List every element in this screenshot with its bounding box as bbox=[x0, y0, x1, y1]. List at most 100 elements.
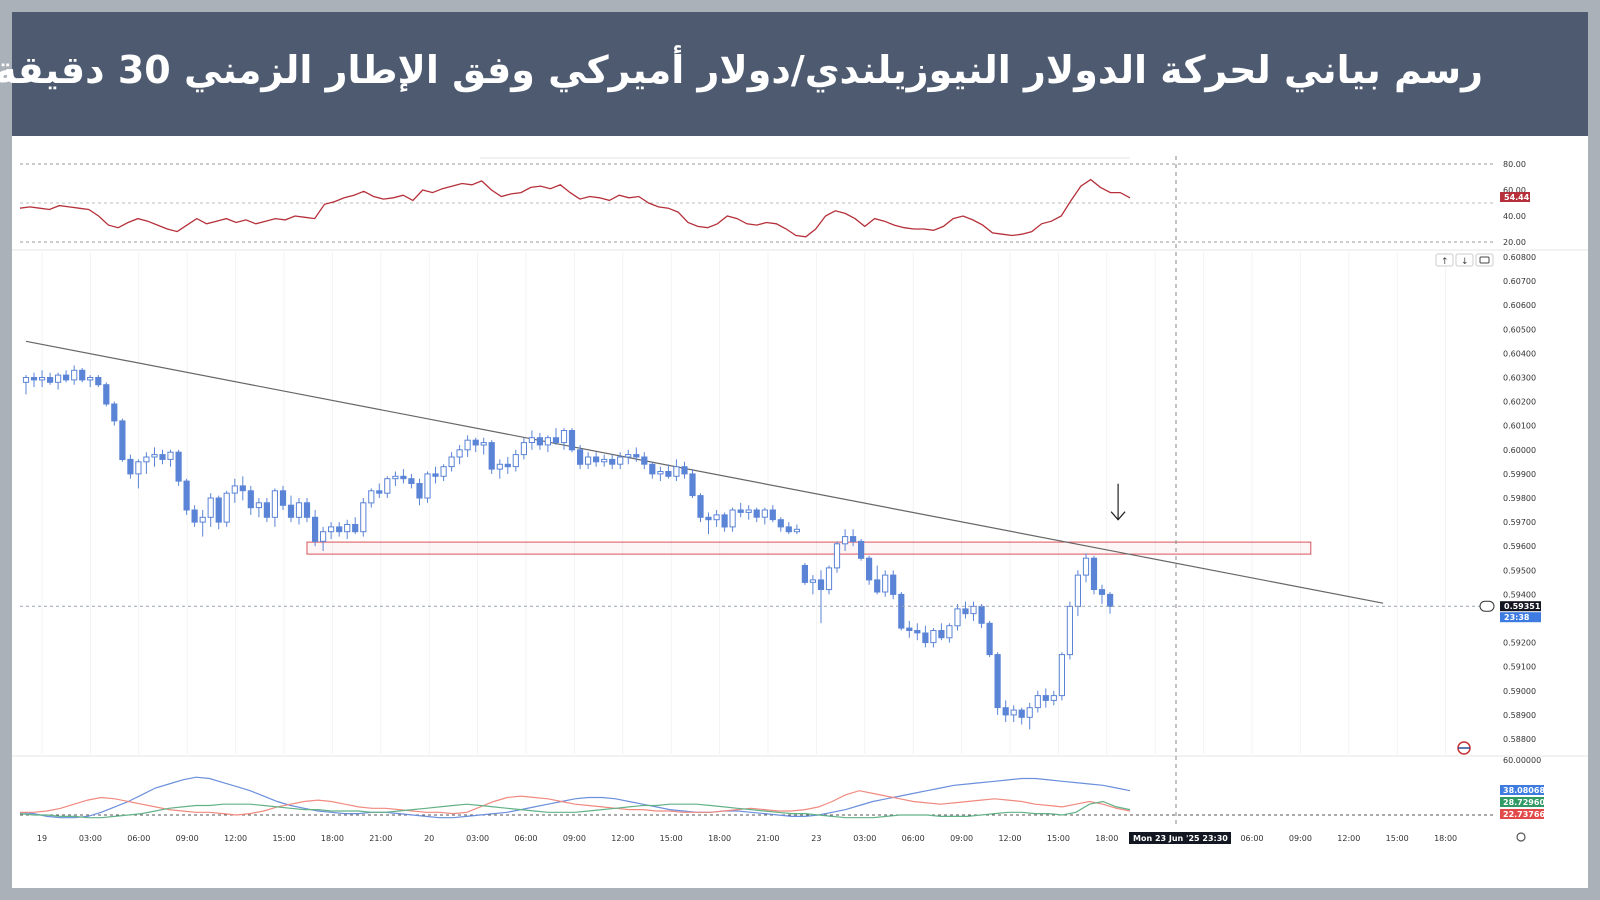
candle-body bbox=[745, 509, 752, 513]
adx-tick-label: 60.00000 bbox=[1503, 756, 1541, 765]
candle-body bbox=[400, 475, 407, 480]
candle-body bbox=[906, 627, 913, 632]
price-tick-label: 0.58900 bbox=[1503, 711, 1536, 720]
candle-body bbox=[376, 490, 383, 494]
candle-body bbox=[464, 439, 471, 451]
time-tick-label: 15:00 bbox=[1047, 834, 1070, 843]
di-plus-line bbox=[20, 790, 1131, 816]
candle-body bbox=[344, 524, 351, 533]
candle-body bbox=[295, 502, 303, 518]
candle-body bbox=[55, 374, 62, 383]
candle-body bbox=[970, 605, 977, 615]
time-tick-label: 12:00 bbox=[1337, 834, 1360, 843]
time-tick-label: 06:00 bbox=[1240, 834, 1263, 843]
candle-body bbox=[866, 557, 873, 581]
time-tick-label: 19 bbox=[37, 834, 47, 843]
candle-body bbox=[135, 461, 142, 475]
candle-body bbox=[769, 509, 776, 521]
candle-body bbox=[946, 625, 953, 639]
candle-body bbox=[544, 437, 551, 446]
candle-body bbox=[167, 451, 174, 460]
scroll-up-button[interactable] bbox=[1435, 253, 1454, 267]
rsi-line bbox=[19, 178, 1131, 238]
candle-body bbox=[488, 442, 495, 470]
candle-body bbox=[785, 526, 792, 533]
candle-body bbox=[512, 454, 519, 468]
candle-body bbox=[1050, 695, 1057, 701]
candle-body bbox=[103, 384, 110, 405]
candle-body bbox=[384, 478, 391, 494]
candle-body bbox=[874, 579, 881, 593]
settings-icon[interactable] bbox=[1516, 832, 1526, 842]
chart-toolbar[interactable]: ↑ ↓ bbox=[1435, 253, 1494, 267]
candle-body bbox=[882, 574, 889, 593]
time-tick-label: 12:00 bbox=[611, 834, 634, 843]
candle-body bbox=[95, 377, 102, 386]
candle-body bbox=[761, 509, 768, 518]
reset-view-button[interactable] bbox=[1475, 253, 1494, 267]
candle-body bbox=[432, 473, 439, 477]
di-minus-value-label: 22.73766 bbox=[1503, 810, 1545, 819]
last-price-badge bbox=[1500, 601, 1541, 612]
candle-body bbox=[1098, 589, 1106, 595]
tradingview-chart[interactable]: 80.00 60.00 40.00 20.00 54.44 ↑ ↓ 0.6080… bbox=[12, 136, 1588, 888]
candle-body bbox=[223, 492, 230, 523]
candle-body bbox=[577, 449, 584, 465]
candle-body bbox=[560, 430, 568, 444]
price-tick-label: 0.59600 bbox=[1503, 542, 1536, 551]
time-tick-label: 23 bbox=[811, 834, 821, 843]
price-tick-label: 0.59400 bbox=[1503, 590, 1536, 599]
di-minus-value-badge bbox=[1500, 809, 1544, 819]
candle-body bbox=[63, 374, 70, 381]
candle-body bbox=[705, 516, 712, 521]
candle-body bbox=[842, 536, 849, 545]
rsi-pane: 80.00 60.00 40.00 20.00 54.44 bbox=[19, 157, 1530, 247]
candle-body bbox=[87, 377, 94, 381]
candle-body bbox=[729, 509, 736, 528]
candle-body bbox=[1074, 574, 1082, 607]
candle-body bbox=[183, 480, 190, 511]
rsi-tick-label: 60.00 bbox=[1503, 186, 1526, 195]
scroll-down-button[interactable] bbox=[1455, 253, 1474, 267]
di-plus-value-label: 28.72960 bbox=[1503, 798, 1545, 807]
arrow-head bbox=[1110, 511, 1126, 521]
candle-body bbox=[520, 442, 527, 456]
candle-body bbox=[496, 463, 503, 470]
candle-body bbox=[408, 478, 415, 485]
candle-body bbox=[609, 458, 616, 465]
candle-body bbox=[697, 495, 704, 518]
price-tick-label: 0.59700 bbox=[1503, 518, 1536, 527]
price-tick-label: 0.59900 bbox=[1503, 470, 1536, 479]
candle-body bbox=[978, 605, 985, 624]
candle-body bbox=[528, 437, 535, 444]
candle-body bbox=[1082, 557, 1090, 576]
candle-body bbox=[504, 463, 511, 468]
time-grid bbox=[41, 252, 1447, 754]
candle-body bbox=[833, 543, 841, 569]
time-tick-label: 20 bbox=[424, 834, 434, 843]
time-tick-label: 06:00 bbox=[127, 834, 150, 843]
price-tick-label: 0.60200 bbox=[1503, 398, 1536, 407]
candle-body bbox=[898, 593, 905, 629]
candle-body bbox=[593, 456, 600, 463]
price-pane: ↑ ↓ 0.608000.607000.606000.605000.604000… bbox=[20, 252, 1541, 755]
candle-body bbox=[151, 454, 158, 458]
candle-body bbox=[159, 454, 166, 460]
candle-body bbox=[938, 630, 945, 639]
title-banner: رسم بياني لحركة الدولار النيوزيلندي/دولا… bbox=[0, 12, 1588, 136]
time-tick-label: 09:00 bbox=[563, 834, 586, 843]
candle-body bbox=[480, 442, 487, 446]
price-tick-label: 0.60300 bbox=[1503, 374, 1536, 383]
candle-body bbox=[986, 622, 993, 656]
price-tick-label: 0.59200 bbox=[1503, 639, 1536, 648]
eye-icon[interactable] bbox=[1479, 600, 1495, 612]
price-tick-label: 0.59100 bbox=[1503, 663, 1536, 672]
candle-body bbox=[352, 524, 359, 533]
candle-body bbox=[199, 516, 206, 523]
time-tick-label: 12:00 bbox=[224, 834, 247, 843]
candle-body bbox=[1034, 695, 1041, 709]
candle-body bbox=[737, 509, 744, 513]
price-tick-label: 0.60600 bbox=[1503, 301, 1536, 310]
candle-body bbox=[175, 451, 182, 482]
price-tick-label: 0.60100 bbox=[1503, 422, 1536, 431]
